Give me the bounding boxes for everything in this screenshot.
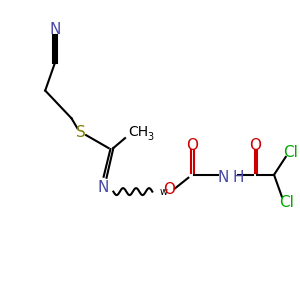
Text: N: N xyxy=(218,170,229,185)
Text: Cl: Cl xyxy=(283,146,298,160)
Text: Cl: Cl xyxy=(279,195,294,210)
Text: H: H xyxy=(232,170,244,185)
Text: N: N xyxy=(98,180,109,195)
Text: w: w xyxy=(159,187,167,196)
Text: O: O xyxy=(163,182,175,197)
Text: O: O xyxy=(250,137,262,152)
Text: N: N xyxy=(49,22,61,37)
Text: 3: 3 xyxy=(147,132,154,142)
Text: CH: CH xyxy=(128,125,148,139)
Text: O: O xyxy=(186,137,198,152)
Text: S: S xyxy=(76,125,86,140)
